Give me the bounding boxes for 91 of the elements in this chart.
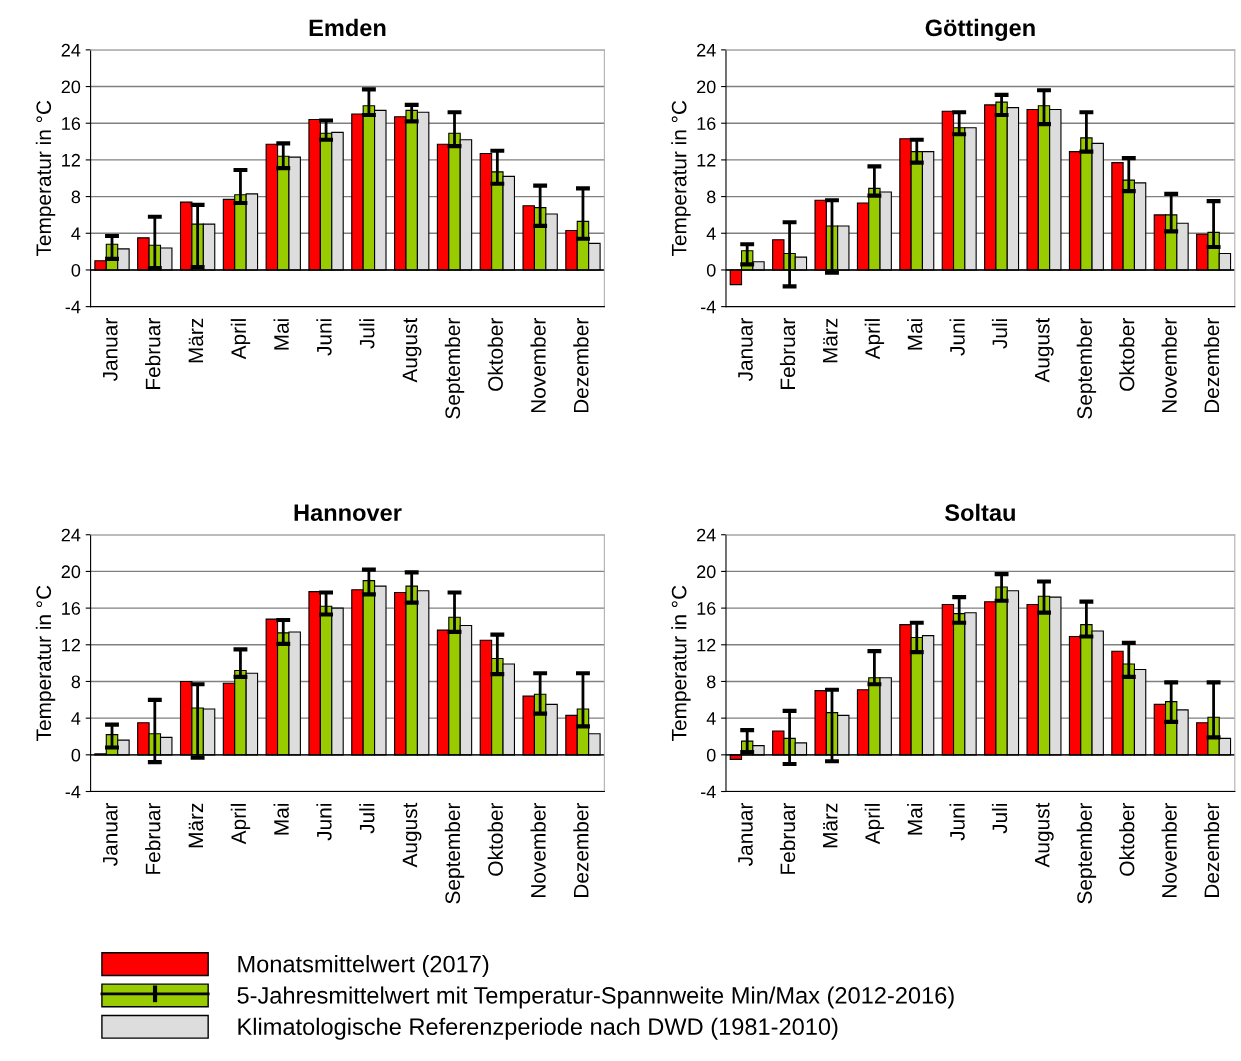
x-tick-label: März [823,318,838,363]
x-tick-label: September [1076,318,1097,419]
x-tick-label: Juni [316,319,332,356]
legend-label: Klimatologische Referenzperiode nach DWD (1981-2010) [238,1017,838,1040]
x-tick-label: Juli [359,804,375,834]
x-tick-label: Februar [145,318,161,389]
y-tick-label: 16 [62,602,81,615]
y-tick-label: 12 [697,638,716,652]
x-tick-label: Mai [273,319,289,350]
x-tick-label: November [1161,318,1177,413]
legend-label: Monatsmittelwert (2017) [238,955,489,978]
x-tick-label: Oktober [1119,802,1135,876]
x-tick-label: Dezember [573,318,589,413]
y-axis-title: Temperatur in °C [671,100,691,257]
x-tick-label: Mai [907,804,923,835]
x-tick-label: März [188,318,204,363]
y-tick-label: 4 [706,712,716,725]
y-tick-label: 24 [697,43,716,57]
chart-title: Göttingen [925,18,1035,41]
x-tick-label: November [530,802,546,897]
chart-title: Emden [309,18,386,37]
y-tick-label: 20 [697,80,716,94]
x-tick-label: Januar [103,802,118,866]
x-tick-label: April [864,319,885,360]
x-tick-label: Juli [991,804,1008,834]
x-tick-label: Januar [738,318,753,382]
y-tick-label: 20 [697,565,716,579]
y-tick-label: 0 [71,263,81,277]
x-tick-label: April [230,804,251,845]
y-axis-title: Temperatur in °C [35,100,56,257]
x-tick-label: August [1035,802,1054,868]
x-tick-label: Juli [359,319,375,349]
x-tick-label: November [1161,802,1177,897]
y-tick-label: 24 [61,43,81,57]
x-tick-label: März [188,803,204,848]
y-tick-label: 20 [61,565,81,579]
x-tick-label: Mai [907,319,923,350]
y-tick-label: 16 [62,117,81,130]
legend-label: 5-Jahresmittelwert mit Temperatur-Spannweite Min/Max (2012-2016) [237,986,954,1009]
x-tick-label: August [402,317,422,383]
y-tick-label: -4 [65,300,81,314]
y-tick-label: 0 [706,263,716,277]
x-tick-label: Oktober [487,318,503,391]
y-tick-label: 8 [707,190,716,204]
y-axis-title: Temperatur in °C [35,585,56,741]
y-tick-label: 8 [71,675,81,689]
y-tick-label: -4 [65,785,81,799]
x-tick-label: August [402,802,422,868]
x-tick-label: Oktober [1119,318,1135,391]
x-tick-label: Dezember [1203,318,1220,413]
y-tick-label: -4 [701,300,716,314]
y-tick-label: 8 [707,675,716,689]
y-tick-label: 24 [697,528,716,542]
y-tick-label: 20 [61,80,81,94]
x-tick-label: September [1076,802,1097,904]
x-tick-label: Juni [949,804,965,841]
x-tick-label: Juni [316,804,332,841]
y-tick-label: 0 [71,748,81,762]
x-tick-label: Oktober [487,802,503,876]
x-tick-label: Januar [738,802,753,866]
y-tick-label: 4 [706,227,716,240]
x-tick-label: August [1035,317,1054,383]
y-tick-label: 8 [71,190,81,204]
y-tick-label: 12 [62,638,80,652]
x-tick-label: Februar [779,318,796,389]
x-tick-label: Mai [273,804,289,835]
y-tick-label: 12 [62,153,80,167]
x-tick-label: September [444,802,465,904]
x-tick-label: März [823,803,838,848]
y-tick-label: 16 [697,602,716,615]
x-tick-label: Dezember [573,802,589,897]
y-tick-label: 24 [61,528,81,542]
x-tick-label: Januar [103,318,118,382]
y-tick-label: -4 [701,785,716,799]
chart-title: Soltau [945,503,1015,522]
x-tick-label: November [530,318,546,413]
y-tick-label: 4 [71,712,81,725]
x-tick-label: April [230,319,251,360]
y-axis-title: Temperatur in °C [671,585,691,741]
x-tick-label: September [444,318,465,419]
y-tick-label: 12 [697,153,716,167]
x-tick-label: Juli [991,319,1008,349]
y-tick-label: 0 [706,748,716,762]
x-tick-label: Juni [949,319,965,356]
x-tick-label: Februar [145,802,161,874]
x-tick-label: Februar [779,802,796,874]
chart-title: Hannover [294,504,402,522]
x-tick-label: Dezember [1203,802,1220,897]
x-tick-label: April [864,804,885,845]
y-tick-label: 4 [71,227,81,240]
y-tick-label: 16 [697,117,716,130]
